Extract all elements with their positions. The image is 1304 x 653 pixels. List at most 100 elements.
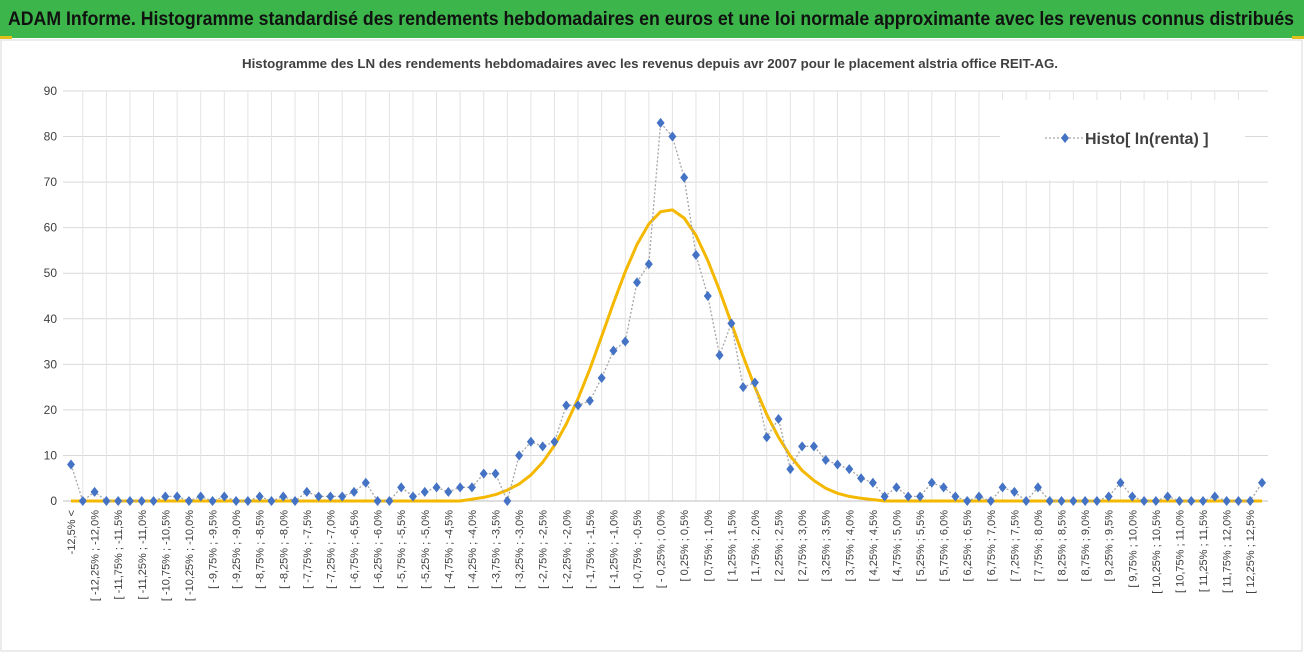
marker xyxy=(1081,496,1090,506)
y-tick-label: 10 xyxy=(44,448,58,462)
x-tick-label: [ -5,25% ; -5,0% xyxy=(420,510,432,589)
x-tick-label: [ -7,25% ; -7,0% xyxy=(325,510,337,589)
marker xyxy=(727,318,736,329)
marker xyxy=(550,436,559,447)
marker xyxy=(361,477,370,488)
marker xyxy=(656,117,665,128)
x-tick-label: [ 5,75% ; 6,0% xyxy=(939,510,951,582)
marker xyxy=(644,259,653,270)
y-tick-label: 50 xyxy=(44,266,58,280)
x-tick-label: [ 8,75% ; 9,0% xyxy=(1080,510,1092,582)
x-tick-label: [ - 0,25% ; 0,0% xyxy=(656,510,668,588)
x-tick-label: [ -12,25% ; -12,0% xyxy=(90,510,102,601)
marker xyxy=(750,377,759,388)
marker xyxy=(609,345,618,356)
marker xyxy=(1199,496,1208,506)
marker xyxy=(1092,496,1101,506)
x-tick-label: [ -9,25% ; -9,0% xyxy=(231,510,243,589)
marker xyxy=(125,496,134,506)
marker xyxy=(880,491,889,502)
x-tick-label: [ -10,25% ; -10,0% xyxy=(184,510,196,601)
x-tick-label: [ -0,75% ; -0,5% xyxy=(632,510,644,589)
marker xyxy=(420,486,429,497)
marker xyxy=(633,277,642,288)
x-tick-label: [ -10,75% ; -10,5% xyxy=(160,510,172,601)
x-tick-label: [ 2,25% ; 2,5% xyxy=(774,510,786,582)
marker xyxy=(904,491,913,502)
marker xyxy=(326,491,335,502)
marker xyxy=(833,459,842,470)
marker xyxy=(397,482,406,493)
x-tick-label: [ 0,25% ; 0,5% xyxy=(679,510,691,582)
marker xyxy=(491,468,500,479)
x-tick-label: [ 3,75% ; 4,0% xyxy=(844,510,856,582)
marker xyxy=(668,131,677,142)
marker xyxy=(255,491,264,502)
x-tick-label: [ -3,25% ; -3,0% xyxy=(514,510,526,589)
marker xyxy=(1151,496,1160,506)
x-tick-label: [ -8,25% ; -8,0% xyxy=(278,510,290,589)
marker xyxy=(1128,491,1137,502)
marker xyxy=(1187,496,1196,506)
x-tick-label: [ -4,75% ; -4,5% xyxy=(443,510,455,589)
marker xyxy=(479,468,488,479)
marker xyxy=(232,496,241,506)
x-tick-label: [ -1,75% ; -1,5% xyxy=(585,510,597,589)
marker xyxy=(1069,496,1078,506)
header-edge xyxy=(1292,36,1304,39)
header-edge xyxy=(0,36,12,39)
marker xyxy=(597,373,606,383)
marker xyxy=(526,436,535,447)
marker xyxy=(798,441,807,452)
marker xyxy=(1140,496,1149,506)
marker xyxy=(314,491,323,502)
x-tick-label: [ 9,25% ; 9,5% xyxy=(1104,510,1116,582)
x-tick-label: [ 10,75% ; 11,0% xyxy=(1174,510,1186,593)
marker xyxy=(173,491,182,502)
legend-marker xyxy=(1061,133,1069,143)
normal-curve xyxy=(71,208,1262,503)
x-tick-label: [ 7,75% ; 8,0% xyxy=(1033,510,1045,582)
x-tick-label: [ -6,75% ; -6,5% xyxy=(349,510,361,589)
x-tick-label: [ 0,75% ; 1,0% xyxy=(703,510,715,582)
marker xyxy=(1033,482,1042,493)
marker xyxy=(184,496,193,506)
x-tick-label: [ -9,75% ; -9,5% xyxy=(208,510,220,589)
marker xyxy=(939,482,948,493)
y-tick-label: 0 xyxy=(50,494,57,508)
marker xyxy=(1234,496,1243,506)
x-tick-label: [ 4,75% ; 5,0% xyxy=(891,510,903,582)
marker xyxy=(857,473,866,484)
marker xyxy=(680,172,689,183)
header-bar xyxy=(0,0,1304,38)
x-tick-label: [ 1,75% ; 2,0% xyxy=(750,510,762,582)
x-tick-label: [ 7,25% ; 7,5% xyxy=(1009,510,1021,582)
marker xyxy=(515,450,524,461)
marker xyxy=(998,482,1007,493)
x-tick-label: [ 2,75% ; 3,0% xyxy=(797,510,809,582)
x-tick-label: [ -2,75% ; -2,5% xyxy=(538,510,550,589)
y-tick-label: 30 xyxy=(44,357,58,371)
x-tick-label: [ 12,25% ; 12,5% xyxy=(1245,510,1257,594)
marker xyxy=(809,441,818,452)
marker xyxy=(786,464,795,475)
marker xyxy=(243,496,252,506)
x-tick-label: [ -5,75% ; -5,5% xyxy=(396,510,408,589)
marker xyxy=(467,482,476,493)
marker xyxy=(208,496,217,506)
x-tick-label: [ -2,25% ; -2,0% xyxy=(561,510,573,589)
x-tick-label: [ 9,75% ; 10,0% xyxy=(1127,510,1139,588)
marker xyxy=(986,496,995,506)
marker xyxy=(927,477,936,488)
x-tick-label: [ -6,25% ; -6,0% xyxy=(373,510,385,589)
x-tick-label: [ 6,75% ; 7,0% xyxy=(986,510,998,582)
marker xyxy=(691,250,700,260)
x-tick-label: [ -3,75% ; -3,5% xyxy=(491,510,503,589)
x-tick-label: [ 6,25% ; 6,5% xyxy=(962,510,974,582)
marker xyxy=(821,455,830,465)
marker xyxy=(137,496,146,506)
marker xyxy=(1116,477,1125,488)
x-tick-label: [ 11,25% ; 11,5% xyxy=(1198,510,1210,592)
x-tick-label: [ 10,25% ; 10,5% xyxy=(1151,510,1163,594)
x-tick-label: [ 11,75% ; 12,0% xyxy=(1222,510,1234,593)
